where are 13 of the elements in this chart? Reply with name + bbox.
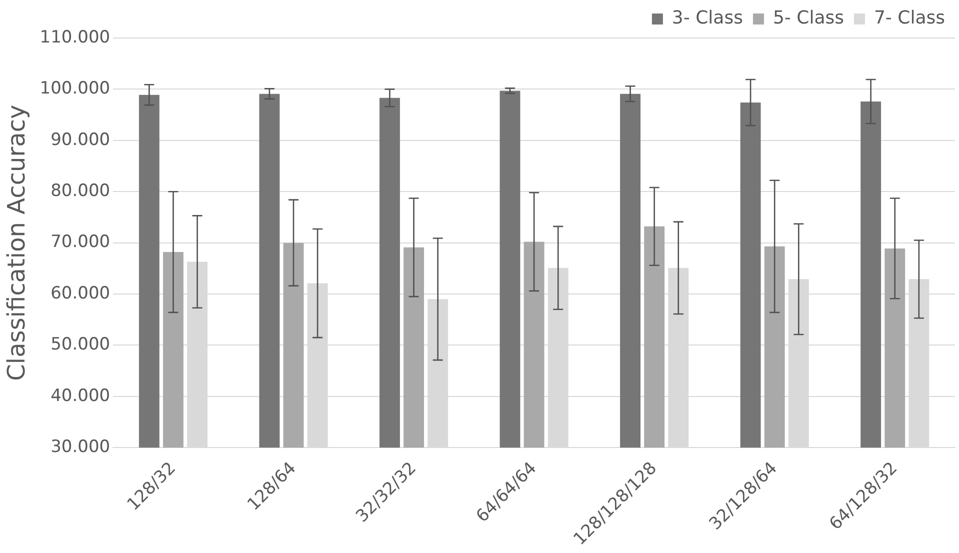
legend-label: 5- Class — [772, 8, 844, 29]
y-tick-label: 30.000 — [50, 437, 110, 458]
legend-label: 7- Class — [874, 8, 946, 29]
y-tick-label: 110.000 — [40, 27, 110, 48]
y-axis-title: Classification Accuracy — [2, 104, 31, 381]
y-tick-label: 100.000 — [40, 78, 110, 99]
y-tick-label: 70.000 — [50, 232, 110, 252]
legend-label: 3- Class — [672, 8, 743, 29]
y-tick-label: 90.000 — [50, 130, 110, 150]
y-tick-label: 80.000 — [50, 181, 110, 202]
y-tick-label: 60.000 — [50, 283, 110, 304]
y-tick-label: 40.000 — [50, 386, 110, 406]
y-tick-label: 50.000 — [50, 334, 110, 355]
